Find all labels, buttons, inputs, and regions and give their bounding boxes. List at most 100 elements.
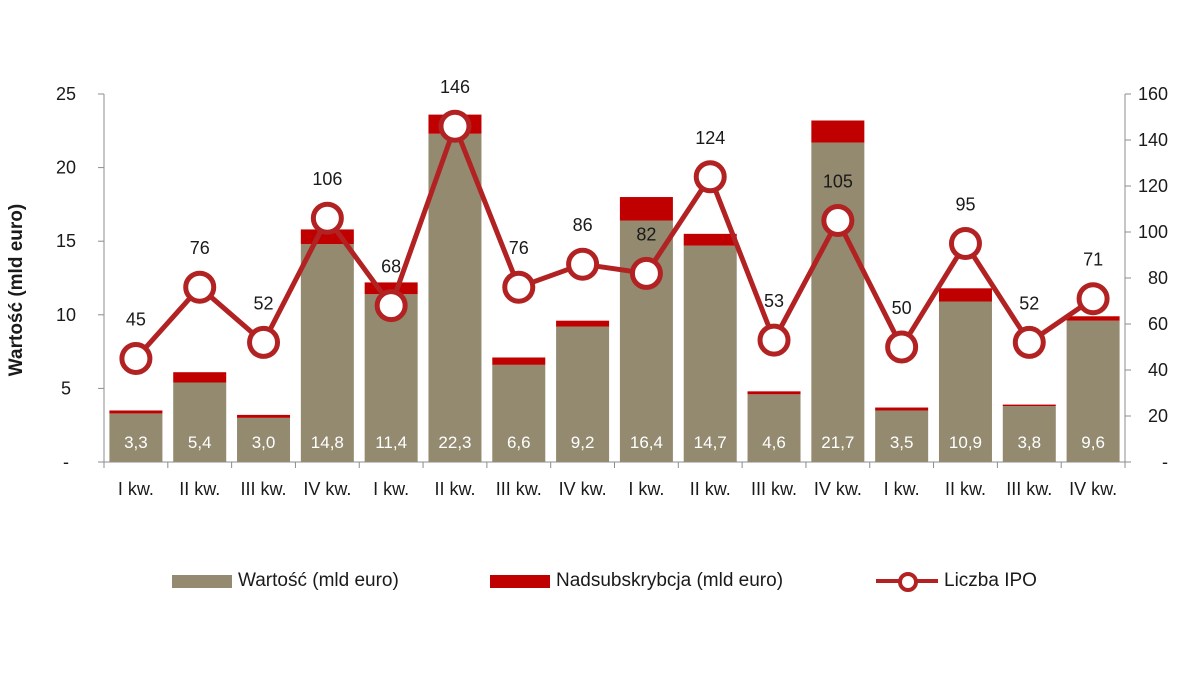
x-tick-label: III kw. <box>751 479 797 499</box>
bar-data-label: 3,8 <box>1017 433 1041 452</box>
bar-data-label: 21,7 <box>821 433 854 452</box>
y-tick-label: 5 <box>61 378 71 398</box>
legend-label-value: Wartość (mld euro) <box>238 570 399 591</box>
ipo-data-label: 124 <box>695 128 725 148</box>
legend-swatch-oversubscription <box>490 574 550 588</box>
bar-value <box>300 244 354 462</box>
ipo-point <box>885 330 919 364</box>
ipo-point <box>629 256 663 290</box>
ipo-point <box>310 201 344 235</box>
bar-data-label: 22,3 <box>438 433 471 452</box>
bar-data-label: 6,6 <box>507 433 531 452</box>
bar-value <box>1066 320 1120 462</box>
y-tick-label: 10 <box>56 305 76 325</box>
bar-data-label: 5,4 <box>188 433 212 452</box>
ipo-point <box>1012 325 1046 359</box>
bar-data-label: 9,2 <box>571 433 595 452</box>
y2-tick-label: 60 <box>1148 314 1168 334</box>
legend-label-ipo-count: Liczba IPO <box>944 570 1037 591</box>
ipo-data-label: 146 <box>440 77 470 97</box>
ipo-data-label: 106 <box>312 169 342 189</box>
ipo-line-path <box>134 123 1095 361</box>
ipo-point <box>374 289 408 323</box>
ipo-point <box>1076 282 1110 316</box>
bar-oversubscription <box>1002 404 1056 407</box>
y2-tick-label: - <box>1162 452 1168 472</box>
ipo-data-label: 52 <box>254 293 274 313</box>
legend-item-ipo-count: Liczba IPO <box>876 566 1037 596</box>
ipo-point <box>757 323 791 357</box>
bar-oversubscription <box>683 233 737 246</box>
bar-value <box>875 410 929 462</box>
ipo-data-label: 105 <box>823 172 853 192</box>
ipo-point <box>502 270 536 304</box>
x-tick-label: I kw. <box>118 479 154 499</box>
y2-tick-label: 80 <box>1148 268 1168 288</box>
x-tick-label: IV kw. <box>814 479 862 499</box>
bar-data-label: 11,4 <box>375 433 407 452</box>
legend-swatch-ipo-count <box>876 571 938 592</box>
x-tick-label: III kw. <box>496 479 542 499</box>
ipo-point <box>438 109 472 143</box>
bar-oversubscription <box>364 282 418 295</box>
y-tick-label: 15 <box>56 231 76 251</box>
x-tick-label: II kw. <box>945 479 986 499</box>
ipo-data-label: 76 <box>509 238 529 258</box>
labels: 3,3 5,4 3,0 14,8 11,4 22,3 6,6 9,2 16,4 14,7 4,6 21… <box>124 77 1105 452</box>
bar-value <box>556 326 610 462</box>
ipo-data-label: 68 <box>381 257 401 277</box>
bar-oversubscription <box>938 288 992 302</box>
bar-value <box>747 394 801 462</box>
x-tick-label: III kw. <box>241 479 287 499</box>
axes: - 5 10 15 20 25 - 20 40 60 80 100 120 140 160 I kw. II k… <box>56 84 1168 499</box>
x-tick-label: I kw. <box>884 479 920 499</box>
y2-tick-label: 120 <box>1138 176 1168 196</box>
bar-data-label: 16,4 <box>630 433 663 452</box>
bar-data-label: 14,8 <box>311 433 344 452</box>
bar-data-label: 4,6 <box>762 433 786 452</box>
ipo-line <box>119 109 1110 375</box>
bar-value <box>492 364 546 462</box>
ipo-data-label: 52 <box>1019 293 1039 313</box>
bar-data-label: 9,6 <box>1081 433 1105 452</box>
bar-oversubscription <box>619 197 673 221</box>
bar-value <box>811 142 865 463</box>
ipo-data-label: 95 <box>955 195 975 215</box>
bar-data-label: 14,7 <box>694 433 727 452</box>
x-tick-label: II kw. <box>179 479 220 499</box>
bar-oversubscription <box>1066 316 1120 321</box>
bar-oversubscription <box>109 410 163 414</box>
bar-value <box>109 413 163 462</box>
ipo-point <box>693 160 727 194</box>
ipo-data-label: 71 <box>1083 250 1103 270</box>
y-tick-label: 25 <box>56 84 76 104</box>
x-tick-label: IV kw. <box>1069 479 1117 499</box>
bar-oversubscription <box>747 391 801 395</box>
y-tick-label: - <box>63 452 69 472</box>
ipo-data-label: 86 <box>573 215 593 235</box>
bar-data-label: 3,0 <box>252 433 276 452</box>
ipo-data-label: 50 <box>892 298 912 318</box>
ipo-point <box>247 325 281 359</box>
ipo-point <box>183 270 217 304</box>
ipo-data-label: 82 <box>636 224 656 244</box>
y2-tick-label: 40 <box>1148 360 1168 380</box>
x-tick-label: IV kw. <box>303 479 351 499</box>
bar-value <box>938 301 992 462</box>
x-tick-label: III kw. <box>1006 479 1052 499</box>
x-tick-label: IV kw. <box>559 479 607 499</box>
bar-oversubscription <box>875 407 929 411</box>
ipo-point <box>119 342 153 375</box>
bar-oversubscription <box>237 414 291 418</box>
bars <box>109 114 1120 463</box>
y2-tick-label: 100 <box>1138 222 1168 242</box>
bar-value <box>683 245 737 462</box>
y2-tick-label: 20 <box>1148 406 1168 426</box>
bar-value <box>428 133 482 462</box>
legend-label-oversubscription: Nadsubskrybcja (mld euro) <box>556 570 784 591</box>
bar-oversubscription <box>556 320 610 327</box>
bar-data-label: 10,9 <box>949 433 982 452</box>
x-tick-label: I kw. <box>628 479 664 499</box>
x-tick-label: II kw. <box>434 479 475 499</box>
ipo-point <box>821 204 855 237</box>
